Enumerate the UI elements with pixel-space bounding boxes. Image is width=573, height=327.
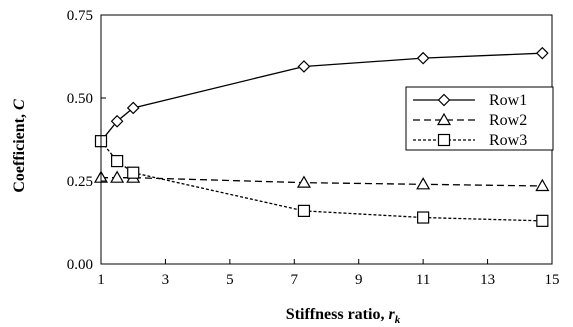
series-row2 — [93, 170, 550, 192]
data-point-row2 — [535, 178, 550, 192]
data-point-row1 — [535, 46, 549, 60]
legend: Row1 Row2 Row3 — [405, 86, 554, 151]
legend-label-row1: Row1 — [489, 92, 527, 109]
axis-ticks: 0.000.250.500.751 3 5 7 9 11 13 15 — [67, 8, 560, 288]
data-point-row3 — [417, 211, 430, 224]
data-point-row3 — [297, 204, 311, 217]
y-tick-label: 0.25 — [67, 174, 93, 190]
series-row3 — [94, 135, 549, 227]
x-tick-label: 11 — [416, 272, 430, 288]
plot-marks — [93, 46, 550, 227]
x-tick-label: 3 — [162, 272, 170, 288]
data-point-row1 — [297, 60, 311, 73]
legend-marker-row3 — [437, 133, 451, 147]
x-tick-label: 5 — [226, 272, 234, 288]
legend-label-row2: Row2 — [489, 112, 527, 129]
series-row1 — [94, 46, 549, 148]
data-point-row1 — [110, 114, 124, 128]
data-point-row2 — [296, 175, 311, 188]
data-point-row3 — [127, 166, 140, 179]
series-line-row3 — [100, 140, 543, 222]
y-axis-title: Coefficient, C — [11, 99, 28, 193]
series-line-row2 — [101, 177, 543, 187]
x-tick-label: 9 — [355, 272, 363, 288]
legend-marker-row1 — [437, 93, 451, 107]
y-tick-label: 0.00 — [67, 257, 93, 273]
y-tick-label: 0.50 — [67, 91, 93, 107]
data-point-row3 — [111, 154, 124, 168]
data-point-row1 — [126, 101, 140, 115]
data-point-row3 — [536, 214, 549, 227]
x-tick-label: 1 — [97, 272, 105, 288]
x-axis-title: Stiffness ratio, rk — [286, 306, 401, 326]
y-tick-label: 0.75 — [67, 8, 93, 24]
x-tick-label: 7 — [291, 272, 299, 288]
data-point-row2 — [416, 177, 431, 190]
legend-label-row3: Row3 — [489, 132, 527, 149]
data-point-row2 — [110, 170, 125, 183]
data-point-row1 — [416, 51, 430, 65]
x-tick-label: 13 — [480, 272, 495, 288]
x-tick-label: 15 — [545, 272, 560, 288]
legend-marker-row2 — [436, 112, 452, 126]
